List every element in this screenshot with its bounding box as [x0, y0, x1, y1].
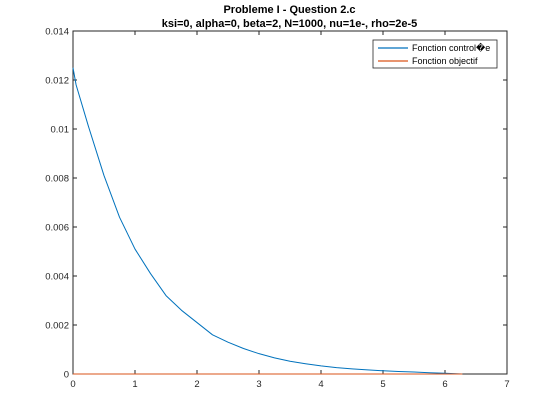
chart-subtitle: ksi=0, alpha=0, beta=2, N=1000, nu=1e-, …: [162, 18, 418, 30]
y-tick-label: 0.008: [45, 174, 69, 185]
y-tick-label: 0.012: [45, 76, 69, 87]
x-tick-label: 0: [70, 379, 75, 390]
x-axis: 0 1 2 3 4 5 6 7: [70, 31, 510, 390]
y-axis: 0 0.002 0.004 0.006 0.008 0.01 0.012 0.014: [45, 27, 507, 381]
legend-box: [372, 39, 498, 69]
y-tick-label: 0.004: [45, 272, 69, 283]
chart-title: Probleme I - Question 2.c: [223, 4, 355, 16]
x-tick-label: 2: [194, 379, 199, 390]
y-tick-label: 0: [64, 370, 69, 381]
y-tick-label: 0.002: [45, 321, 69, 332]
x-tick-label: 4: [318, 379, 323, 390]
x-tick-label: 7: [504, 379, 509, 390]
series-controlled-line: [72, 67, 463, 375]
series-layer: [72, 67, 463, 375]
y-tick-label: 0.01: [51, 125, 70, 136]
x-tick-label: 5: [380, 379, 385, 390]
axes-box: [72, 30, 508, 375]
y-tick-label: 0.006: [45, 223, 69, 234]
legend-label-objective: Fonction objectif: [412, 56, 478, 66]
y-tick-label: 0.014: [45, 27, 69, 38]
legend: Fonction control�e Fonction objectif: [372, 39, 498, 69]
x-tick-label: 1: [132, 379, 137, 390]
legend-label-controlled: Fonction control�e: [412, 42, 490, 53]
x-tick-label: 3: [256, 379, 261, 390]
x-tick-label: 6: [442, 379, 447, 390]
